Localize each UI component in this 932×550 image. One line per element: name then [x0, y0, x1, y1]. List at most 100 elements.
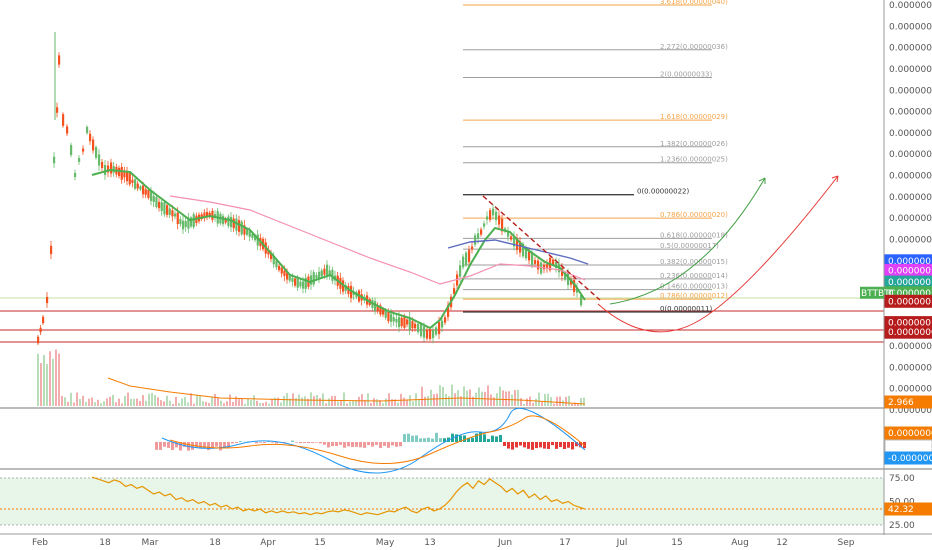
volume-bar [166, 395, 168, 406]
macd-histogram-bar [231, 442, 234, 444]
candle-body [66, 126, 69, 134]
candle-body [120, 166, 123, 180]
macd-histogram-bar [347, 442, 350, 447]
price-tick-label: 0.00000038 [889, 22, 932, 32]
macd-histogram-bar [527, 442, 530, 449]
volume-bar [79, 398, 81, 406]
time-tick-label: 18 [209, 538, 221, 548]
candle-body [564, 272, 567, 280]
macd-histogram-bar [555, 442, 558, 449]
macd-histogram-bar [199, 442, 202, 449]
candle-body [203, 212, 206, 219]
volume-bar [409, 395, 411, 406]
candle-body [39, 327, 42, 333]
candle-body [398, 316, 401, 328]
candle-body [160, 202, 163, 212]
candle-body [522, 243, 525, 257]
volume-bar [406, 399, 408, 406]
macd-histogram-bar [503, 442, 506, 446]
candle-body [331, 269, 334, 281]
macd-histogram-bar [163, 442, 166, 447]
candle-body [516, 238, 519, 250]
price-badge: 0.00000014 [888, 278, 932, 288]
candle-body [555, 262, 558, 268]
candle-body [323, 268, 326, 275]
macd-histogram-bar [351, 442, 354, 448]
volume-bar [139, 400, 141, 406]
volume-bar [184, 396, 186, 406]
time-tick-label: Jun [497, 538, 512, 548]
volume-bar [238, 399, 240, 406]
fib-level-label: 0.382(0.00000015) [660, 258, 728, 266]
volume-bar [43, 354, 45, 406]
price-badges: 0.000000160.00000015 0.000000140.00000013… [860, 254, 932, 516]
candle-body [435, 327, 438, 335]
candle-body [95, 147, 98, 158]
fib-level-label: 0.5(0.00000017) [660, 242, 719, 250]
macd-histogram-bar [383, 442, 386, 446]
fib-level-label: 0.786(0.00000012) [660, 292, 728, 300]
candle-body [240, 221, 243, 235]
macd-histogram-bar [303, 442, 306, 444]
candle-body [573, 280, 576, 292]
candle-body [528, 251, 531, 261]
volume-bar [46, 364, 48, 406]
macd-histogram-bar [515, 442, 518, 448]
candle-body [104, 165, 107, 175]
grid [0, 407, 932, 470]
macd-histogram-bar [195, 442, 198, 449]
candle-body [134, 179, 137, 189]
macd-histogram-bar [403, 434, 406, 442]
volume-bar [373, 398, 375, 406]
candle-body [98, 154, 101, 166]
volume-bar [274, 397, 276, 406]
volume-bar [349, 401, 351, 406]
candle-body [531, 253, 534, 265]
volume-bar [382, 403, 384, 406]
macd-histogram-bar [535, 442, 538, 449]
volume-bar [283, 396, 285, 406]
price-tick-label: 0.00000034 [889, 65, 932, 75]
fib-level-label: 2.272(0.00000036) [660, 43, 728, 51]
candle-body [328, 270, 331, 275]
candle-body [243, 225, 246, 235]
candle-body [136, 183, 139, 189]
volume-bar [118, 398, 120, 406]
candle-body [206, 211, 209, 217]
candle-body [379, 305, 382, 315]
macd-badge-bg [884, 426, 932, 440]
volume-bar [256, 400, 258, 406]
price-tick-label: 0.00000024 [889, 172, 932, 182]
price-tick-label: 0.00000036 [889, 44, 932, 54]
candle-body [318, 271, 321, 279]
volume-bar [454, 393, 456, 406]
candle-body [107, 165, 110, 173]
candle-body [567, 272, 570, 286]
candle-body [426, 329, 429, 339]
candle-body [248, 231, 251, 237]
candle-body [62, 114, 65, 126]
volume-bar [94, 402, 96, 406]
volume-bar [376, 399, 378, 406]
volume-bar [334, 395, 336, 406]
candle-body [489, 210, 492, 220]
volume-bar [442, 386, 444, 406]
volume-bar [538, 392, 540, 406]
candle-body [286, 272, 289, 280]
candle-body [56, 107, 59, 113]
volume-bar [577, 403, 579, 406]
macd-histogram-bar [203, 442, 206, 448]
volume-bar [451, 384, 453, 406]
candle-body [291, 278, 294, 282]
price-tick-label: 0.00000008 [889, 342, 932, 352]
candle-body [534, 260, 537, 264]
macd-histogram-bar [363, 442, 366, 448]
macd-histogram-bar [419, 438, 422, 442]
candle-body [302, 281, 305, 289]
macd-histogram-bar [339, 442, 342, 445]
macd-histogram-bar [563, 442, 566, 449]
volume-bar [517, 389, 519, 406]
candle-body [468, 249, 471, 263]
volume-bar [412, 401, 414, 406]
